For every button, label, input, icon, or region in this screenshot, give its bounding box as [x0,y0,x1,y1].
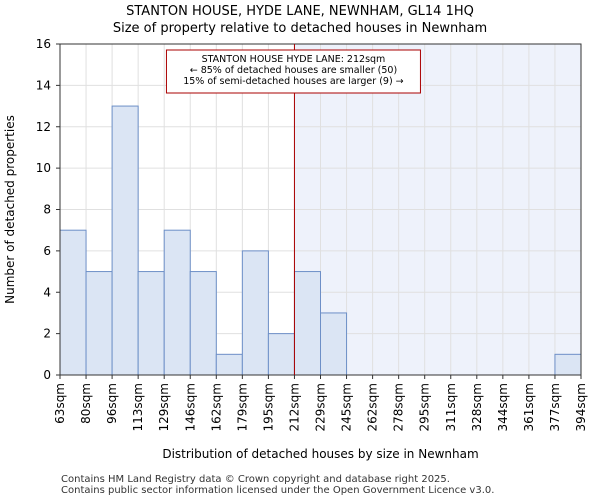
x-tick-label: 229sqm [314,383,328,431]
annotation-box [165,49,421,94]
x-tick-label: 328sqm [470,383,484,431]
histogram-bar [215,353,243,376]
histogram-bar [241,250,269,376]
x-tick-label: 80sqm [79,383,93,424]
y-tick-label: 12 [36,120,51,134]
x-tick-label: 278sqm [392,383,406,431]
histogram-bar [163,229,191,376]
x-tick-label: 63sqm [53,383,67,424]
x-tick-label: 195sqm [261,383,275,431]
histogram-bar [320,312,348,376]
x-tick-label: 96sqm [105,383,119,424]
x-tick-label: 262sqm [366,383,380,431]
y-tick-label: 4 [43,285,51,299]
histogram-bar [554,353,582,376]
histogram-bar [189,271,217,376]
x-tick-label: 344sqm [496,383,510,431]
x-tick-label: 394sqm [574,383,588,431]
annotation-line: STANTON HOUSE HYDE LANE: 212sqm [202,54,386,65]
y-tick-label: 2 [43,327,51,341]
y-tick-label: 14 [36,78,51,92]
x-tick-label: 146sqm [183,383,197,431]
histogram-bar [111,105,139,376]
x-tick-label: 295sqm [418,383,432,431]
footer-licence: Contains public sector information licen… [61,485,495,496]
x-tick-label: 179sqm [235,383,249,431]
x-axis-label: Distribution of detached houses by size … [162,447,478,461]
x-tick-label: 113sqm [131,383,145,431]
x-tick-label: 212sqm [287,383,301,431]
y-tick-label: 10 [36,161,51,175]
chart-title: STANTON HOUSE, HYDE LANE, NEWNHAM, GL14 … [126,4,474,19]
histogram-bar [267,333,295,376]
x-tick-label: 377sqm [548,383,562,431]
histogram-bar [59,229,87,376]
x-tick-label: 361sqm [522,383,536,431]
x-tick-label: 129sqm [157,383,171,431]
y-axis-label: Number of detached properties [3,115,17,304]
y-tick-label: 8 [43,203,51,217]
histogram-bar [293,271,322,376]
annotation-line: 15% of semi-detached houses are larger (… [183,76,403,87]
annotation-line: ← 85% of detached houses are smaller (50… [190,65,397,76]
x-tick-label: 311sqm [444,383,458,431]
chart-subtitle: Size of property relative to detached ho… [112,21,488,36]
y-tick-label: 0 [43,368,51,382]
x-tick-label: 162sqm [209,383,223,431]
y-tick-label: 6 [43,244,51,258]
y-tick-label: 16 [36,37,51,51]
histogram-bar [85,271,113,376]
histogram-bar [137,271,165,376]
footer-copyright: Contains HM Land Registry data © Crown c… [61,474,450,485]
x-tick-label: 245sqm [340,383,354,431]
